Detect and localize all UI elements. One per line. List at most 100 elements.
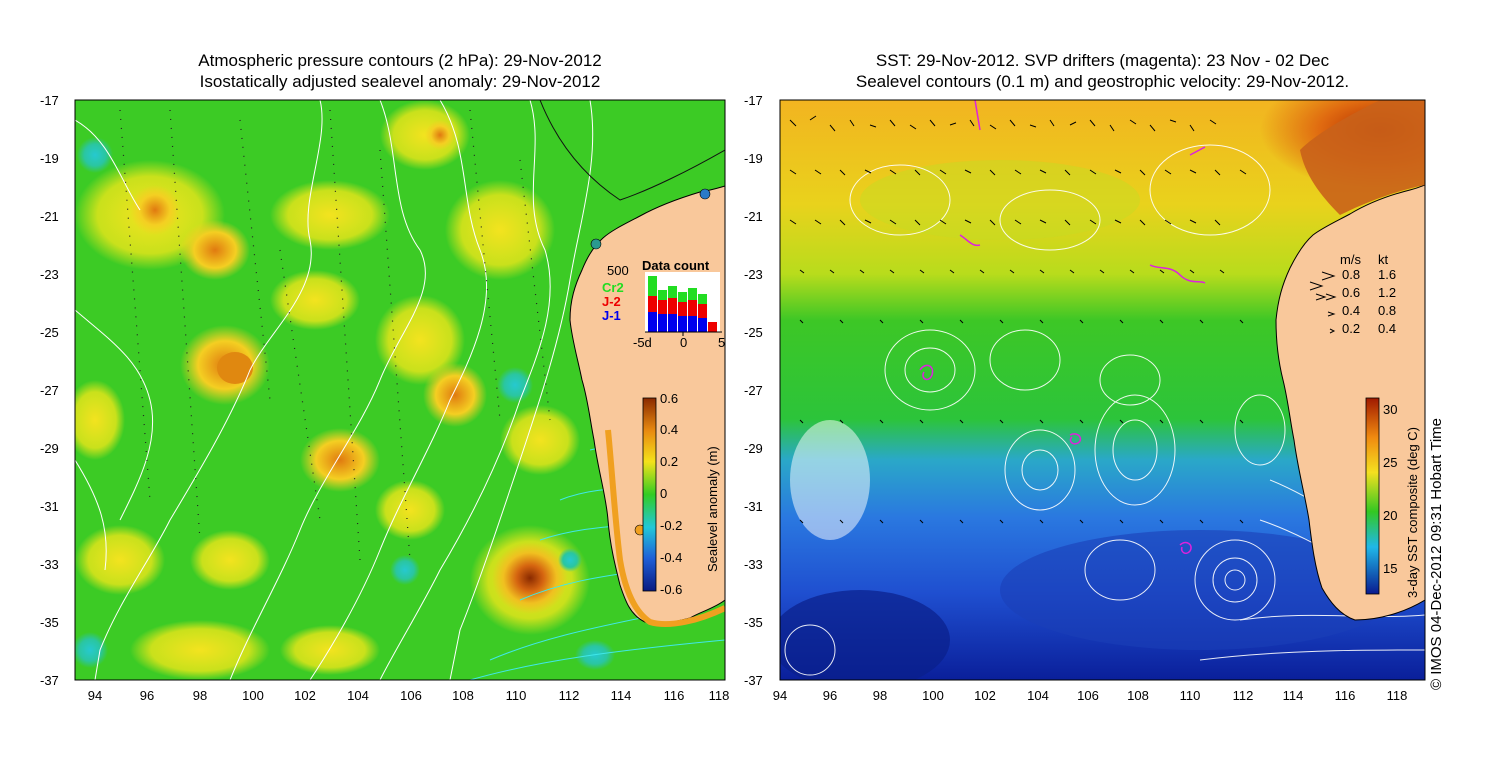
right-ytick: -23 xyxy=(744,267,763,282)
left-xtick: 108 xyxy=(452,688,474,703)
vel-row-ms: 0.2 xyxy=(1342,321,1360,336)
right-xtick: 96 xyxy=(823,688,837,703)
left-ytick: -29 xyxy=(40,441,59,456)
left-map-frame xyxy=(74,99,726,681)
left-xtick: 118 xyxy=(709,688,730,703)
right-ytick: -19 xyxy=(744,151,763,166)
right-ytick: -17 xyxy=(744,93,763,108)
left-xtick: 112 xyxy=(559,688,580,703)
vel-row-ms: 0.8 xyxy=(1342,267,1360,282)
left-ytick: -27 xyxy=(40,383,59,398)
velocity-arrows xyxy=(789,115,1247,524)
sla-tick-1: 0.4 xyxy=(660,422,678,437)
right-ytick: -29 xyxy=(744,441,763,456)
right-xtick: 112 xyxy=(1233,688,1254,703)
left-xtick: 116 xyxy=(664,688,685,703)
left-ytick: -17 xyxy=(40,93,59,108)
data-count-title: Data count xyxy=(642,258,710,273)
sst-tick-2: 20 xyxy=(1383,508,1397,523)
vel-row-kt: 1.6 xyxy=(1378,267,1396,282)
sst-tick-0: 30 xyxy=(1383,402,1397,417)
sst-map xyxy=(780,100,1425,680)
vel-header-kt: kt xyxy=(1378,252,1389,267)
data-count-scale: 500 xyxy=(607,263,629,278)
right-ytick: -31 xyxy=(744,499,763,514)
right-xtick: 98 xyxy=(873,688,887,703)
right-ytick: -27 xyxy=(744,383,763,398)
left-xtick: 110 xyxy=(506,688,527,703)
left-xtick: 100 xyxy=(242,688,264,703)
left-y-axis: -17 -19 -21 -23 -25 -27 -29 -31 -33 -35 … xyxy=(40,93,59,688)
legend-j1: J-1 xyxy=(602,308,621,323)
sealevel-contours xyxy=(784,144,1425,676)
left-x-axis: 94 96 98 100 102 104 106 108 110 112 114… xyxy=(88,688,730,703)
data-count-xtick-zero: 0 xyxy=(680,335,687,350)
data-count-bars xyxy=(648,276,717,332)
right-ytick: -25 xyxy=(744,325,763,340)
sst-colorbar-label: 3-day SST composite (deg C) xyxy=(1405,427,1420,598)
right-panel-title: SST: 29-Nov-2012. SVP drifters (magenta)… xyxy=(780,50,1425,92)
right-map-frame xyxy=(779,99,1426,681)
left-xtick: 114 xyxy=(611,688,632,703)
sla-map xyxy=(75,100,725,680)
legend-j2: J-2 xyxy=(602,294,621,309)
left-ytick: -19 xyxy=(40,151,59,166)
right-xtick: 102 xyxy=(974,688,996,703)
sla-tick-0: 0.6 xyxy=(660,391,678,406)
australia-land-right xyxy=(1275,100,1425,621)
sla-colorbar-label: Sealevel anomaly (m) xyxy=(705,446,720,572)
vel-header-ms: m/s xyxy=(1340,252,1361,267)
left-ytick: -37 xyxy=(40,673,59,688)
right-xtick: 114 xyxy=(1283,688,1304,703)
left-title-line1: Atmospheric pressure contours (2 hPa): 2… xyxy=(198,51,602,70)
left-xtick: 98 xyxy=(193,688,207,703)
vel-row-kt: 0.8 xyxy=(1378,303,1396,318)
right-xtick: 100 xyxy=(922,688,944,703)
sst-tick-3: 15 xyxy=(1383,561,1397,576)
data-count-xtick-start: -5d xyxy=(633,335,652,350)
left-title-line2: Isostatically adjusted sealevel anomaly:… xyxy=(199,72,601,91)
vel-row-ms: 0.6 xyxy=(1342,285,1360,300)
sst-colorbar: 30 25 20 15 3-day SST composite (deg C) xyxy=(1365,397,1420,598)
left-ytick: -31 xyxy=(40,499,59,514)
sla-tick-4: -0.2 xyxy=(660,518,682,533)
right-xtick: 108 xyxy=(1127,688,1149,703)
left-xtick: 102 xyxy=(294,688,316,703)
right-xtick: 94 xyxy=(773,688,787,703)
altimeter-tracks xyxy=(119,109,551,561)
sla-colorbar: 0.6 0.4 0.2 0 -0.2 -0.4 -0.6 Sealevel an… xyxy=(642,391,720,597)
pressure-contours xyxy=(75,100,594,680)
left-xtick: 94 xyxy=(88,688,102,703)
vel-row-ms: 0.4 xyxy=(1342,303,1360,318)
left-ytick: -21 xyxy=(40,209,59,224)
velocity-legend: m/s kt 0.8 1.6 0.6 1.2 0.4 0.8 0.2 0.4 xyxy=(1309,252,1396,336)
vel-row-kt: 0.4 xyxy=(1378,321,1396,336)
right-ytick: -21 xyxy=(744,209,763,224)
right-title-line1: SST: 29-Nov-2012. SVP drifters (magenta)… xyxy=(875,51,1330,70)
left-ytick: -35 xyxy=(40,615,59,630)
right-xtick: 106 xyxy=(1077,688,1099,703)
sla-tick-3: 0 xyxy=(660,486,667,501)
left-xtick: 96 xyxy=(140,688,154,703)
left-xtick: 106 xyxy=(400,688,422,703)
right-title-line2: Sealevel contours (0.1 m) and geostrophi… xyxy=(855,72,1350,91)
left-ytick: -25 xyxy=(40,325,59,340)
right-xtick: 116 xyxy=(1335,688,1356,703)
sla-tick-5: -0.4 xyxy=(660,550,682,565)
sst-tick-1: 25 xyxy=(1383,455,1397,470)
left-ytick: -23 xyxy=(40,267,59,282)
left-panel-title: Atmospheric pressure contours (2 hPa): 2… xyxy=(75,50,725,92)
data-count-xtick-end: 5 xyxy=(718,335,725,350)
copyright-notice: © IMOS 04-Dec-2012 09:31 Hobart Time xyxy=(1428,417,1445,690)
svp-drifter-tracks xyxy=(919,100,1206,554)
right-ytick: -35 xyxy=(744,615,763,630)
right-xtick: 110 xyxy=(1180,688,1201,703)
vel-row-kt: 1.2 xyxy=(1378,285,1396,300)
sla-tick-6: -0.6 xyxy=(660,582,682,597)
data-count-inset: Data count 500 Cr2 J-2 J-1 -5d 0 5 xyxy=(602,258,725,350)
legend-cr2: Cr2 xyxy=(602,280,624,295)
right-y-axis: -17 -19 -21 -23 -25 -27 -29 -31 -33 -35 … xyxy=(744,93,763,688)
left-xtick: 104 xyxy=(347,688,369,703)
right-ytick: -37 xyxy=(744,673,763,688)
